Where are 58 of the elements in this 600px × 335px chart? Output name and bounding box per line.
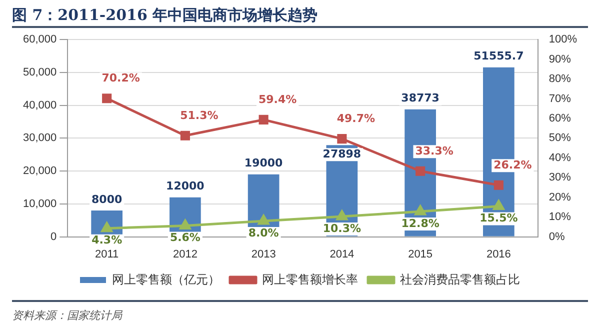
data-label: 15.5% — [480, 212, 518, 225]
y2-tick-label: 0% — [548, 230, 565, 243]
point — [337, 134, 347, 144]
data-label: 59.4% — [258, 93, 297, 106]
data-label: 4.3% — [92, 234, 122, 247]
data-label: 12.8% — [401, 216, 440, 230]
point — [258, 214, 270, 225]
legend-label: 社会消费品零售额占比 — [400, 272, 520, 286]
point — [180, 130, 190, 140]
x-tick-label: 2011 — [95, 248, 119, 260]
data-label: 33.3% — [415, 144, 454, 158]
data-label: 19000 — [244, 156, 284, 170]
data-label: 49.7% — [336, 112, 376, 126]
x-tick-label: 2015 — [408, 248, 433, 260]
data-label: 10.3% — [322, 222, 362, 235]
y2-tick-label: 60% — [548, 112, 572, 125]
data-label: 51555.7 — [474, 50, 524, 63]
data-label: 38773 — [401, 92, 440, 105]
point — [493, 200, 504, 210]
y-tick-label: 10,000 — [22, 198, 57, 210]
point — [494, 180, 504, 190]
point — [258, 114, 268, 124]
x-tick-label: 2016 — [486, 248, 511, 260]
data-label: 70.2% — [102, 72, 140, 85]
point — [180, 220, 191, 230]
data-label: 27898 — [322, 147, 362, 160]
point — [414, 205, 426, 216]
y-tick-label: 60,000 — [22, 34, 57, 46]
y2-tick-label: 70% — [548, 92, 572, 105]
y2-tick-label: 10% — [548, 211, 572, 224]
y2-tick-label: 90% — [548, 53, 572, 66]
y2-tick-label: 20% — [548, 191, 572, 204]
y-tick-label: 40,000 — [22, 99, 57, 112]
legend-label: 网上零售额增长率 — [262, 272, 358, 286]
point — [416, 166, 426, 176]
data-label: 12000 — [166, 180, 205, 193]
legend-label: 网上零售额（亿元） — [112, 272, 220, 286]
y2-tick-label: 30% — [548, 172, 572, 184]
y2-tick-label: 80% — [548, 73, 572, 86]
data-label: 51.3% — [180, 108, 218, 122]
y2-tick-label: 50% — [548, 132, 572, 144]
x-tick-label: 2014 — [330, 248, 354, 260]
chart-title: 图 7：2011-2016 年中国电商市场增长趋势 — [12, 4, 588, 28]
data-label: 8000 — [92, 192, 122, 206]
data-label: 26.2% — [494, 158, 532, 172]
text: 资料来源：国家统计局 — [12, 300, 588, 323]
y-tick-label: 50,000 — [22, 66, 57, 78]
data-label: 5.6% — [170, 231, 200, 244]
y2-tick-label: 100% — [548, 34, 578, 46]
x-tick-label: 2012 — [172, 248, 198, 260]
point — [102, 94, 112, 104]
y-tick-label: 30,000 — [22, 132, 57, 144]
point — [336, 210, 348, 220]
y-tick-label: 0 — [50, 230, 57, 243]
y-tick-label: 20,000 — [22, 165, 57, 178]
y2-tick-label: 40% — [548, 152, 572, 164]
x-tick-label: 2013 — [251, 248, 276, 260]
data-label: 8.0% — [248, 226, 279, 240]
